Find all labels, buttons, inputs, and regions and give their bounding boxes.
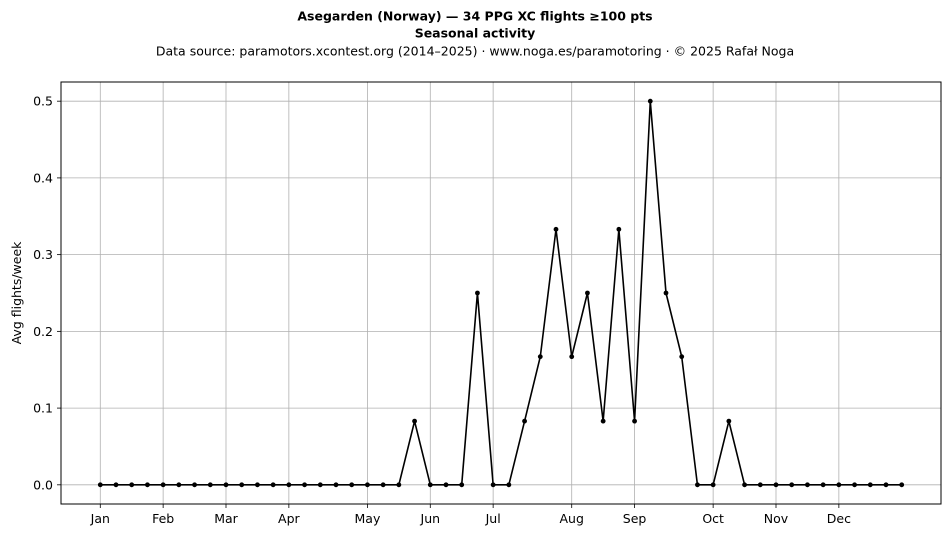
x-tick-label: Oct <box>702 511 724 526</box>
chart-title: Asegarden (Norway) — 34 PPG XC flights ≥… <box>297 9 652 24</box>
x-tick-label: Dec <box>827 511 851 526</box>
data-point <box>490 482 496 488</box>
data-point <box>129 482 135 488</box>
chart-subtitle: Seasonal activity <box>415 26 536 41</box>
data-point <box>726 418 732 424</box>
plot-area-frame <box>60 81 942 505</box>
data-point <box>647 98 653 104</box>
data-point <box>317 482 323 488</box>
data-point <box>600 418 606 424</box>
data-point <box>742 482 747 488</box>
x-tick-label: Jun <box>420 511 441 526</box>
data-point <box>616 226 622 232</box>
data-point <box>475 290 480 296</box>
data-point <box>302 482 307 488</box>
data-point <box>427 482 433 488</box>
data-point <box>97 482 103 488</box>
data-point <box>757 482 763 488</box>
data-point <box>663 290 669 296</box>
data-point <box>773 482 779 488</box>
data-point <box>145 482 150 488</box>
data-point <box>349 482 355 488</box>
data-point <box>883 482 889 488</box>
data-point <box>412 418 417 424</box>
x-tick-label: Aug <box>560 511 584 526</box>
data-point <box>459 482 465 488</box>
data-point <box>286 482 292 488</box>
y-tick-label: 0.0 <box>33 477 53 492</box>
data-point <box>820 482 826 488</box>
x-tick-label: May <box>355 511 381 526</box>
x-tick-label: Mar <box>214 511 238 526</box>
data-point <box>867 482 873 488</box>
data-point <box>836 482 842 488</box>
data-point <box>380 482 386 488</box>
data-point <box>789 482 795 488</box>
data-point <box>365 482 370 488</box>
data-point <box>160 482 166 488</box>
data-point <box>569 354 575 360</box>
data-point <box>522 418 527 424</box>
data-point <box>270 482 276 488</box>
data-point <box>113 482 119 488</box>
data-point <box>632 418 637 424</box>
x-tick-label: Feb <box>152 511 174 526</box>
series-line-group <box>97 98 905 488</box>
data-point <box>899 482 905 488</box>
data-point <box>396 482 402 488</box>
data-point <box>852 482 857 488</box>
data-point <box>537 354 543 360</box>
x-tick-label: Sep <box>623 511 647 526</box>
y-tick-label: 0.1 <box>33 401 53 416</box>
data-point <box>333 482 339 488</box>
x-tick-label: Apr <box>278 511 300 526</box>
chart-source-note: Data source: paramotors.xcontest.org (20… <box>156 44 794 59</box>
data-point <box>506 482 512 488</box>
data-point <box>255 482 260 488</box>
data-point <box>679 354 685 360</box>
x-tick-label: Nov <box>764 511 789 526</box>
data-point <box>710 482 716 488</box>
y-tick-label: 0.3 <box>33 247 53 262</box>
series-line <box>100 100 902 486</box>
y-tick-label: 0.5 <box>33 94 53 109</box>
axis-ticks: Jan Feb Mar Apr May Jun Jul Aug Sep Oct Nov Dec 0.0 0… <box>33 94 851 526</box>
y-tick-label: 0.2 <box>33 324 53 339</box>
x-tick-label: Jan <box>90 511 110 526</box>
y-axis-label: Avg flights/week <box>9 241 24 345</box>
y-tick-label: 0.4 <box>33 170 53 185</box>
data-point <box>223 482 229 488</box>
x-tick-label: Jul <box>485 511 501 526</box>
data-point <box>239 482 245 488</box>
data-point <box>585 290 590 296</box>
data-point <box>176 482 182 488</box>
data-point <box>207 482 213 488</box>
data-point <box>192 482 197 488</box>
data-point <box>553 226 559 232</box>
data-point <box>695 482 700 488</box>
data-point <box>805 482 810 488</box>
data-point <box>443 482 449 488</box>
